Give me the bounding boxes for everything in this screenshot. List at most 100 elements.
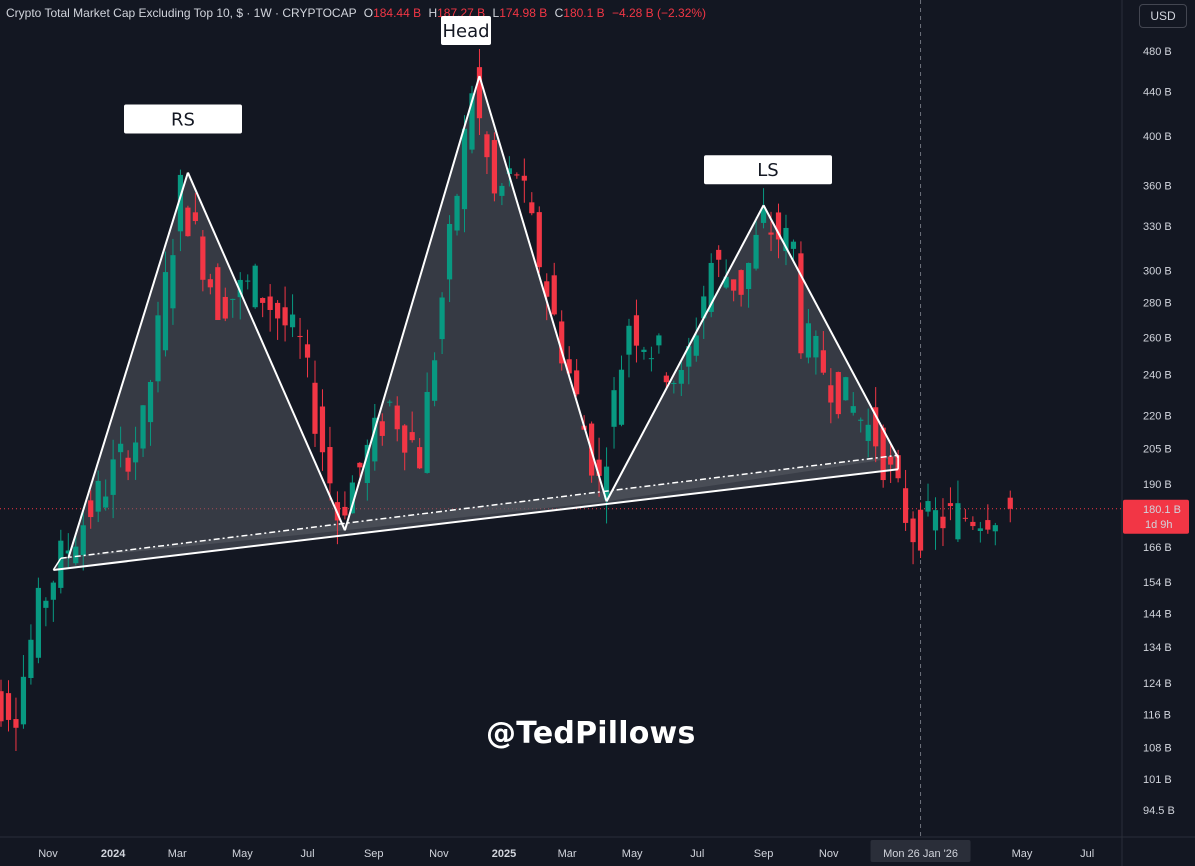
pattern-shoulder-fill — [68, 172, 345, 559]
x-tick-label: Nov — [38, 848, 58, 860]
candle-body — [648, 358, 655, 360]
candle-body — [432, 360, 438, 401]
candle-body — [768, 232, 774, 235]
x-tick-label: May — [622, 848, 643, 860]
candle — [222, 287, 228, 322]
candle-body — [499, 185, 505, 196]
candle — [140, 405, 146, 457]
x-tick-label: Mar — [558, 848, 577, 860]
y-tick-label: 400 B — [1143, 131, 1172, 143]
close-value: 180.1 B — [563, 6, 605, 20]
candle — [731, 279, 737, 302]
candle — [260, 297, 266, 318]
candle-body — [940, 516, 946, 529]
candle — [297, 317, 303, 359]
candle-body — [424, 391, 430, 473]
candle — [13, 697, 19, 751]
candle-body — [454, 195, 460, 231]
candle-body — [35, 587, 41, 658]
candle — [716, 245, 722, 278]
candle-body — [162, 272, 169, 351]
candle-body — [671, 383, 677, 385]
candle — [798, 241, 804, 359]
candle-body — [574, 370, 580, 395]
candle — [342, 491, 348, 520]
y-tick-label: 94.5 B — [1143, 805, 1175, 817]
candle — [790, 239, 797, 260]
candle-body — [28, 639, 34, 678]
candle — [760, 188, 767, 229]
candle — [491, 132, 498, 202]
open-value: 184.44 B — [373, 6, 422, 20]
watermark-text: @TedPillows — [486, 716, 696, 751]
candle-body — [0, 691, 4, 722]
candle-body — [349, 482, 355, 514]
candle-body — [461, 128, 468, 210]
candle — [80, 509, 86, 571]
candle-body — [364, 444, 370, 484]
candle-body — [955, 503, 961, 540]
candle-body — [177, 174, 184, 232]
y-tick-label: 166 B — [1143, 542, 1172, 554]
candle-body — [275, 302, 281, 319]
candle-body — [731, 279, 737, 291]
candle — [880, 424, 886, 488]
candle-body — [147, 382, 154, 423]
candle-body — [858, 419, 864, 421]
candle-body — [192, 212, 198, 222]
candle-body — [932, 510, 939, 531]
x-tick-label: Jul — [1080, 848, 1094, 860]
price-tag-bg — [1123, 499, 1189, 534]
candle — [58, 529, 64, 594]
candle-body — [118, 443, 124, 453]
candle — [319, 389, 326, 471]
candle-body — [484, 134, 490, 158]
candle-body — [947, 503, 954, 507]
candle — [693, 317, 699, 362]
currency-button[interactable]: USD — [1139, 4, 1187, 28]
candle — [544, 273, 550, 321]
x-tick-label: 2024 — [101, 848, 126, 860]
candle — [394, 396, 400, 442]
candle — [155, 301, 161, 393]
candle — [200, 230, 206, 292]
candle — [910, 511, 916, 565]
close-label: C — [554, 6, 564, 20]
candle — [417, 438, 423, 470]
symbol-title[interactable]: Crypto Total Market Cap Excluding Top 10… — [6, 6, 357, 20]
price-tag-countdown: 1d 9h — [1145, 519, 1173, 531]
candle-body — [865, 424, 871, 441]
candle-body — [95, 480, 101, 512]
candle-body — [103, 496, 109, 508]
candle-body — [656, 335, 662, 346]
x-tick-label: Jul — [690, 848, 704, 860]
candle-body — [372, 417, 378, 462]
candle-body — [402, 425, 408, 453]
candle — [858, 417, 864, 433]
candle — [745, 262, 752, 308]
candle-body — [297, 335, 303, 338]
candle-body — [282, 307, 288, 326]
candle-body — [446, 223, 453, 280]
candle — [499, 183, 505, 206]
candle — [207, 273, 213, 295]
candle-body — [469, 93, 475, 150]
y-tick-label: 205 B — [1143, 443, 1172, 455]
candle — [0, 679, 4, 727]
candle-body — [962, 517, 968, 519]
candle-body — [417, 447, 423, 469]
neckline-dashed — [60, 454, 899, 560]
pattern-outline-line — [343, 75, 481, 531]
candle — [312, 360, 318, 447]
candle-body — [813, 335, 819, 358]
candle — [551, 262, 557, 316]
candle — [529, 192, 535, 216]
candle-body — [245, 280, 251, 282]
candle — [820, 331, 826, 375]
ls-label: LS — [757, 160, 778, 181]
candle-body — [58, 540, 64, 588]
candle — [185, 205, 191, 237]
candle — [372, 403, 378, 471]
y-tick-label: 480 B — [1143, 46, 1172, 58]
